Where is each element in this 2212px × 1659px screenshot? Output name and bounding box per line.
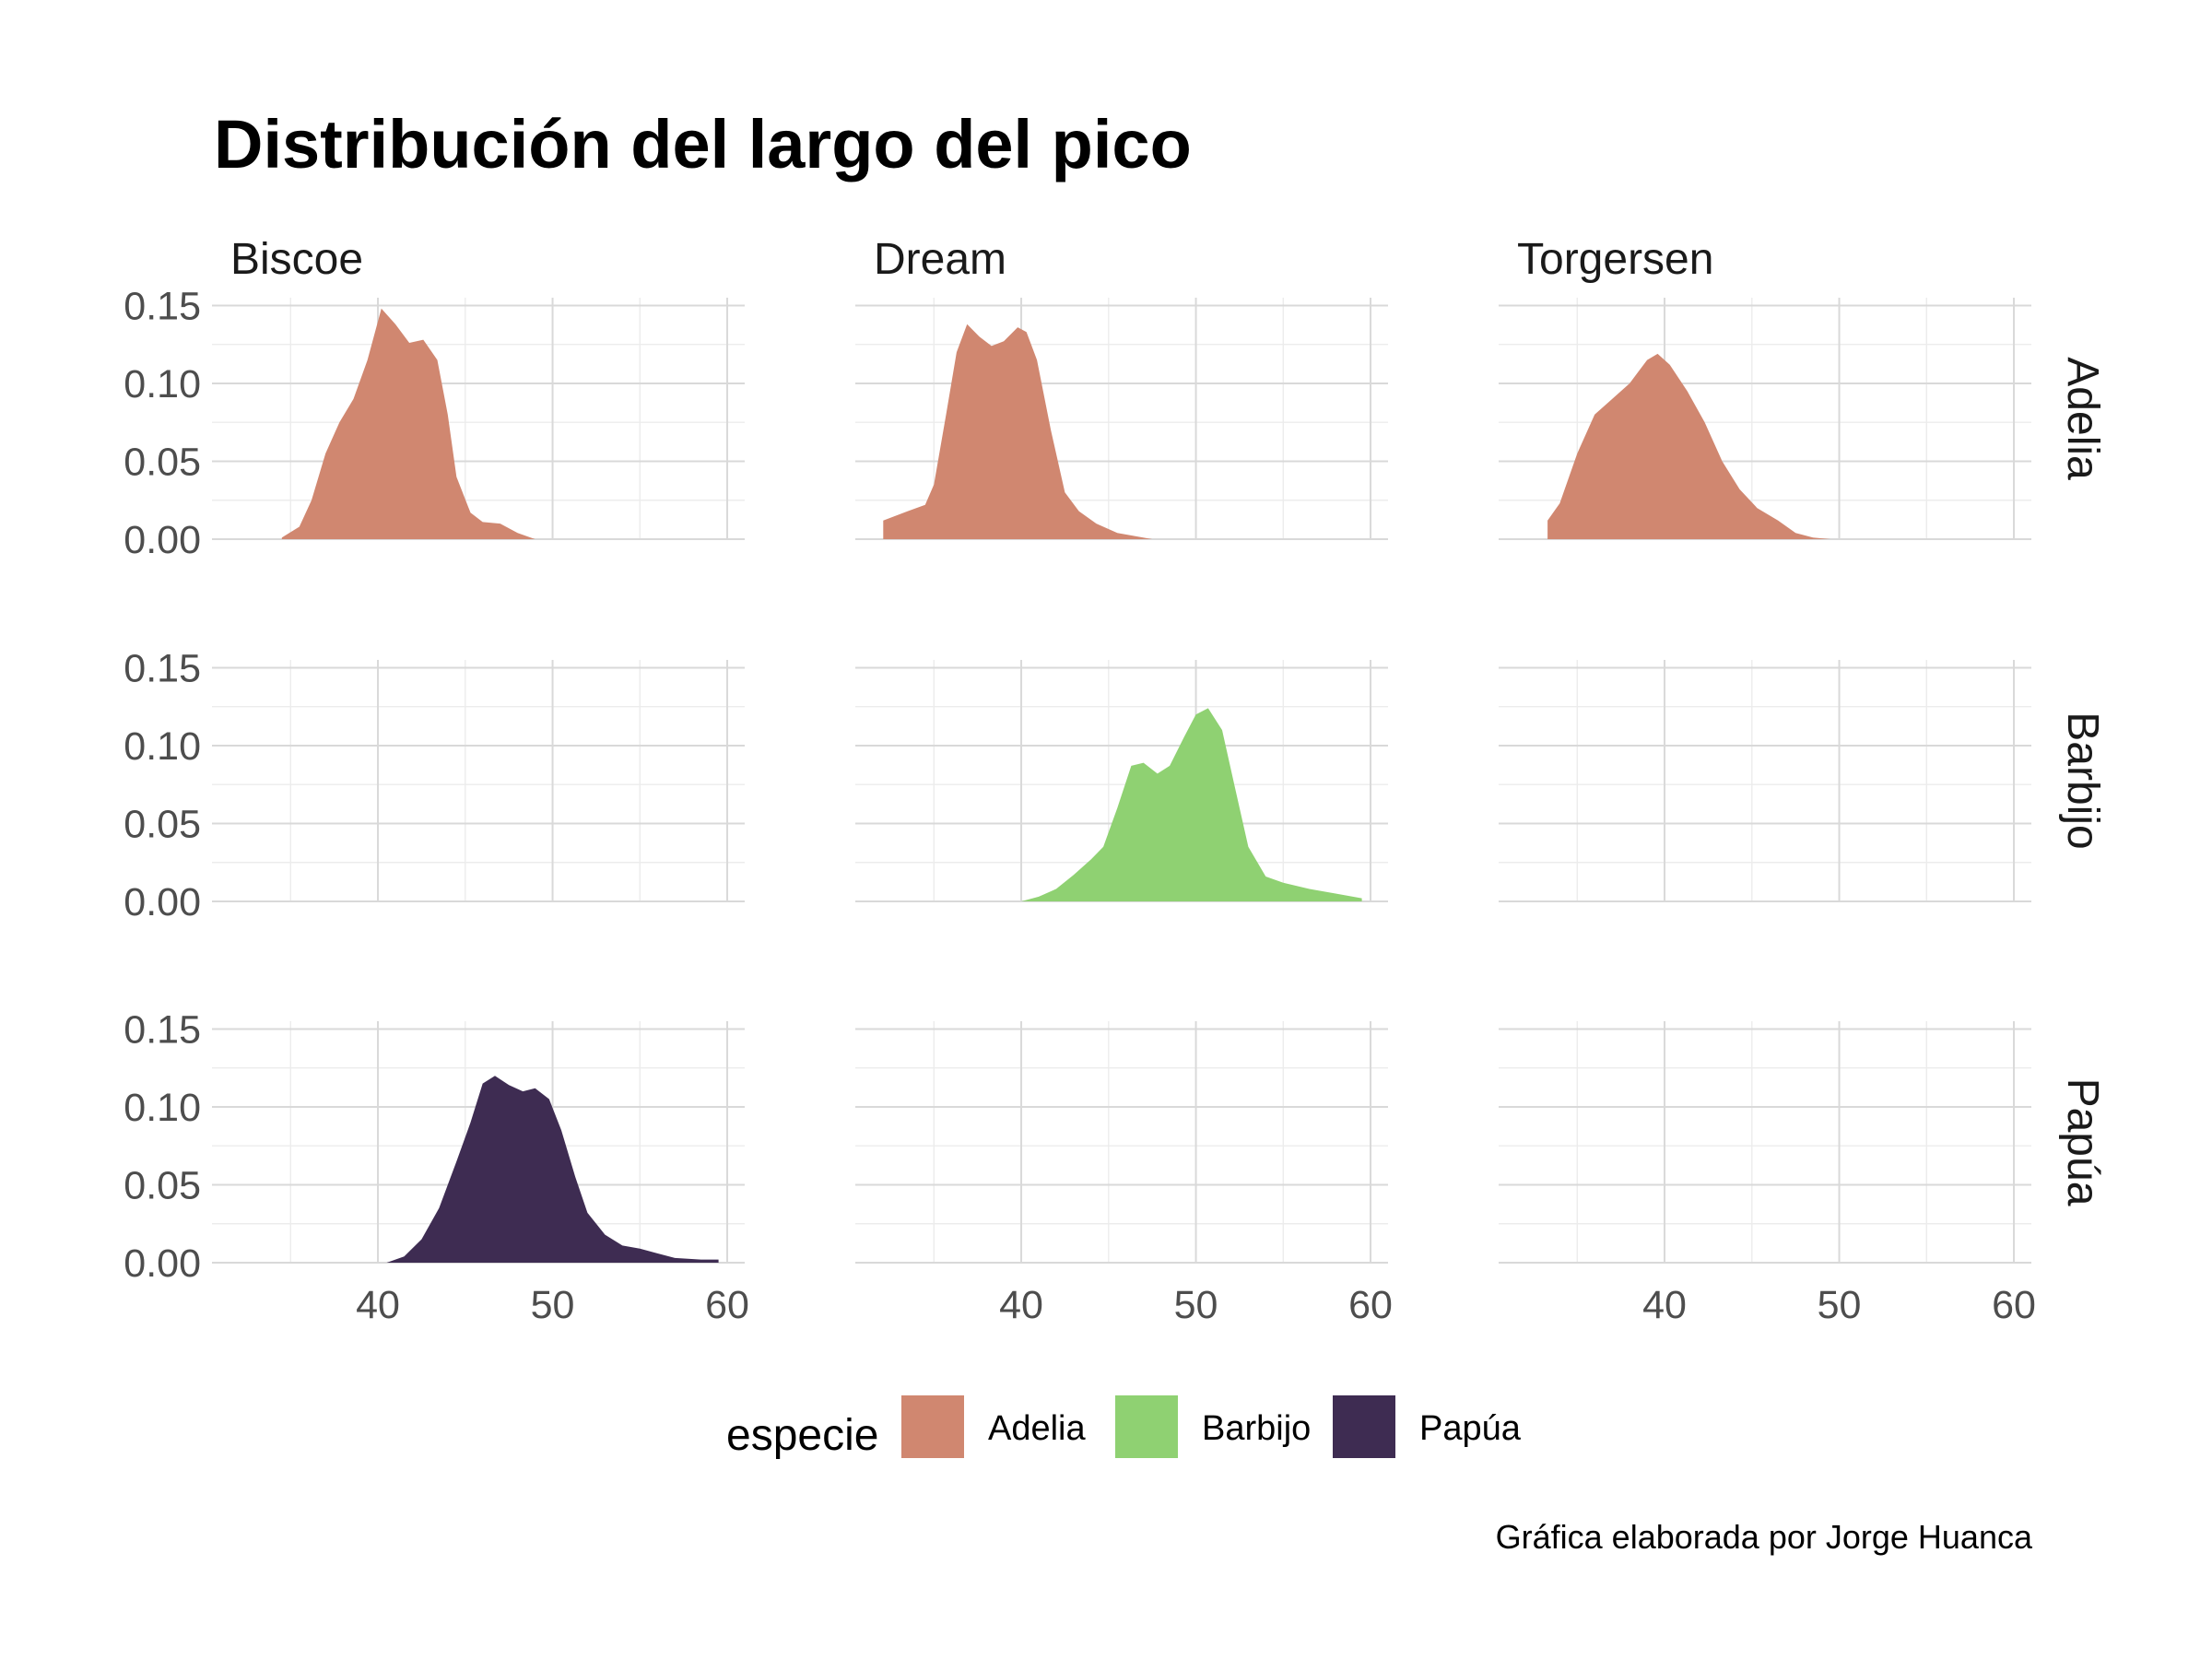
y-tick-label: 0.05 bbox=[124, 440, 201, 484]
facet-row-label: Adelia bbox=[2058, 357, 2107, 480]
y-tick-label: 0.10 bbox=[124, 362, 201, 406]
legend-key bbox=[1115, 1395, 1178, 1458]
y-tick-label: 0.00 bbox=[124, 1241, 201, 1286]
y-tick-label: 0.00 bbox=[124, 880, 201, 924]
facet-column-label: Dream bbox=[874, 235, 1006, 284]
y-tick-label: 0.10 bbox=[124, 724, 201, 769]
x-tick-label: 50 bbox=[1174, 1283, 1218, 1327]
y-tick-label: 0.05 bbox=[124, 802, 201, 846]
legend-item-adelia: Adelia bbox=[901, 1395, 1086, 1458]
panel-torgersen-papua: 40 50 60 Papúa bbox=[1499, 1021, 2107, 1327]
density-area-adelia-dream bbox=[883, 324, 1153, 539]
legend: especie Adelia Barbijo Papúa bbox=[726, 1395, 1522, 1460]
density-area-papua-biscoe bbox=[386, 1076, 719, 1263]
panel-dream-barbijo bbox=[855, 660, 1388, 902]
x-tick-label: 40 bbox=[356, 1283, 400, 1327]
x-tick-label: 40 bbox=[1642, 1283, 1687, 1327]
y-tick-label: 0.15 bbox=[124, 646, 201, 690]
panel-torgersen-adelia: Torgersen Adelia bbox=[1499, 235, 2107, 540]
legend-item-papua: Papúa bbox=[1333, 1395, 1522, 1458]
panel-biscoe-barbijo: 0.00 0.05 0.10 0.15 bbox=[124, 646, 745, 924]
panel-torgersen-barbijo: Barbijo bbox=[1499, 660, 2107, 902]
legend-label: Barbijo bbox=[1202, 1409, 1311, 1448]
y-tick-label: 0.05 bbox=[124, 1163, 201, 1207]
density-area-adelia-biscoe bbox=[281, 308, 535, 539]
density-area-adelia-torgersen bbox=[1547, 353, 1831, 539]
legend-title: especie bbox=[726, 1411, 878, 1460]
legend-items: Adelia Barbijo Papúa bbox=[901, 1395, 1522, 1458]
panel-biscoe-adelia: 0.00 0.05 0.10 0.15 Biscoe bbox=[124, 235, 745, 562]
y-tick-label: 0.00 bbox=[124, 518, 201, 562]
facet-column-label: Biscoe bbox=[230, 235, 363, 284]
facet-row-label: Papúa bbox=[2058, 1078, 2107, 1206]
x-tick-label: 40 bbox=[999, 1283, 1043, 1327]
density-area-barbijo-dream bbox=[1021, 708, 1362, 901]
x-tick-label: 50 bbox=[531, 1283, 575, 1327]
y-tick-label: 0.15 bbox=[124, 284, 201, 328]
legend-key bbox=[901, 1395, 964, 1458]
legend-item-barbijo: Barbijo bbox=[1115, 1395, 1311, 1458]
facet-column-label: Torgersen bbox=[1517, 235, 1713, 284]
panel-biscoe-papua: 0.00 0.05 0.10 0.15 40 50 60 bbox=[124, 1007, 749, 1327]
x-tick-label: 60 bbox=[705, 1283, 749, 1327]
legend-label: Adelia bbox=[988, 1409, 1086, 1448]
facet-row-label: Barbijo bbox=[2058, 712, 2107, 849]
legend-key bbox=[1333, 1395, 1395, 1458]
x-tick-label: 60 bbox=[1348, 1283, 1393, 1327]
y-tick-label: 0.10 bbox=[124, 1086, 201, 1130]
x-tick-label: 50 bbox=[1818, 1283, 1862, 1327]
x-tick-label: 60 bbox=[1992, 1283, 2036, 1327]
panel-dream-adelia: Dream bbox=[855, 235, 1388, 540]
y-tick-label: 0.15 bbox=[124, 1007, 201, 1052]
legend-label: Papúa bbox=[1419, 1409, 1522, 1448]
panel-dream-papua: 40 50 60 bbox=[855, 1021, 1393, 1327]
chart-caption: Gráfica elaborada por Jorge Huanca bbox=[1496, 1518, 2033, 1556]
facet-panels: 0.00 0.05 0.10 0.15 Biscoe Dream Torgersen Adel… bbox=[124, 235, 2107, 1327]
chart-title: Distribución del largo del pico bbox=[214, 106, 1192, 182]
